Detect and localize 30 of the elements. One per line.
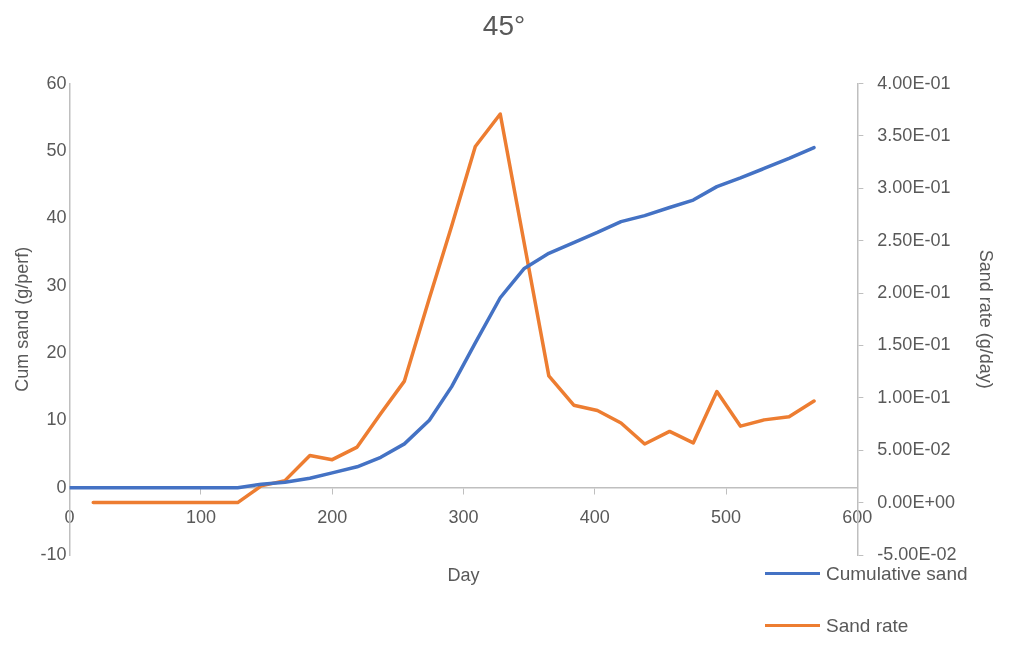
y-tick-label: 0 — [56, 476, 67, 497]
y-tick-label: 10 — [46, 409, 67, 430]
y-tick-label: 40 — [46, 207, 67, 228]
y-tick-label: -10 — [40, 543, 67, 564]
legend-label: Sand rate — [826, 614, 909, 637]
y2-tick-label: 1.00E-01 — [877, 386, 951, 407]
y2-tick-label: 0.00E+00 — [877, 491, 955, 512]
legend-label: Cumulative sand — [826, 562, 968, 585]
y2-tick-label: 4.00E-01 — [877, 72, 951, 93]
x-tick-label: 200 — [317, 507, 348, 528]
x-tick-label: 100 — [185, 507, 216, 528]
y2-tick-label: 3.50E-01 — [877, 124, 951, 145]
y2-axis-title: Sand rate (g/day) — [976, 249, 997, 389]
x-axis-title: Day — [447, 565, 480, 586]
x-tick-label: 500 — [711, 507, 742, 528]
x-tick-label: 600 — [842, 507, 873, 528]
y2-tick-label: 3.00E-01 — [877, 177, 951, 198]
y2-tick-label: 2.50E-01 — [877, 229, 951, 250]
y2-tick-label: -5.00E-02 — [877, 543, 957, 564]
y2-tick-label: 1.50E-01 — [877, 334, 951, 355]
y-tick-label: 50 — [46, 139, 67, 160]
x-tick-label: 400 — [579, 507, 610, 528]
x-tick-label: 300 — [448, 507, 479, 528]
y-axis-title: Cum sand (g/perf) — [11, 246, 32, 392]
y-tick-label: 20 — [46, 341, 67, 362]
y2-tick-label: 5.00E-02 — [877, 439, 951, 460]
y2-tick-label: 2.00E-01 — [877, 282, 951, 303]
chart-title: 45° — [482, 9, 526, 41]
y-tick-label: 60 — [46, 72, 67, 93]
y-tick-label: 30 — [46, 274, 67, 295]
